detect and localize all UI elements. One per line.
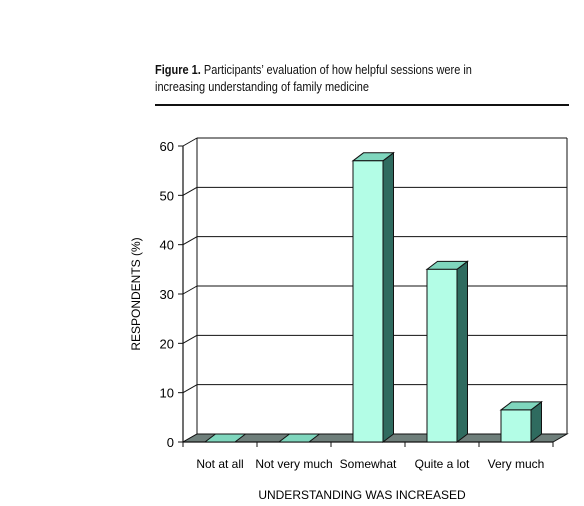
- bar: [352, 160, 384, 443]
- y-tick-label: 10: [160, 386, 174, 401]
- figure-label: Figure 1.: [155, 63, 201, 77]
- x-tick-label: Quite a lot: [415, 457, 470, 471]
- bars: [203, 151, 543, 444]
- bar: [500, 409, 532, 443]
- grid-connector: [182, 334, 198, 344]
- x-tick-label: Somewhat: [340, 457, 397, 471]
- x-tick-label: Not at all: [196, 457, 243, 471]
- y-tick-label: 20: [160, 336, 174, 351]
- grid-connector: [182, 186, 198, 196]
- y-tick-label: 0: [167, 435, 174, 450]
- grid-connector: [182, 285, 198, 295]
- y-tick-labels: 0 10 20 30 40 50 60: [160, 139, 174, 450]
- x-tick-label: Not very much: [255, 457, 332, 471]
- bar-side: [456, 260, 468, 444]
- y-tick-label: 40: [160, 238, 174, 253]
- figure-caption: Figure 1. Participants’ evaluation of ho…: [155, 62, 519, 96]
- x-tick-labels: Not at all Not very much Somewhat Quite a l…: [196, 457, 544, 471]
- y-axis-title: RESPONDENTS (%): [129, 237, 143, 350]
- y-tick-label: 60: [160, 139, 174, 154]
- bar-zero: [277, 433, 321, 443]
- bar-side: [382, 151, 394, 444]
- grid-connector: [182, 137, 198, 147]
- figure-caption-text: Participants’ evaluation of how helpful …: [155, 63, 472, 94]
- bar-zero: [203, 433, 247, 443]
- bar: [426, 268, 458, 443]
- x-tick-label: Very much: [488, 457, 545, 471]
- y-tick-label: 30: [160, 287, 174, 302]
- caption-rule: [155, 104, 569, 106]
- x-axis-title: UNDERSTANDING WAS INCREASED: [258, 488, 466, 502]
- grid-connector: [182, 384, 198, 394]
- grid-connector: [182, 236, 198, 246]
- y-tick-label: 50: [160, 188, 174, 203]
